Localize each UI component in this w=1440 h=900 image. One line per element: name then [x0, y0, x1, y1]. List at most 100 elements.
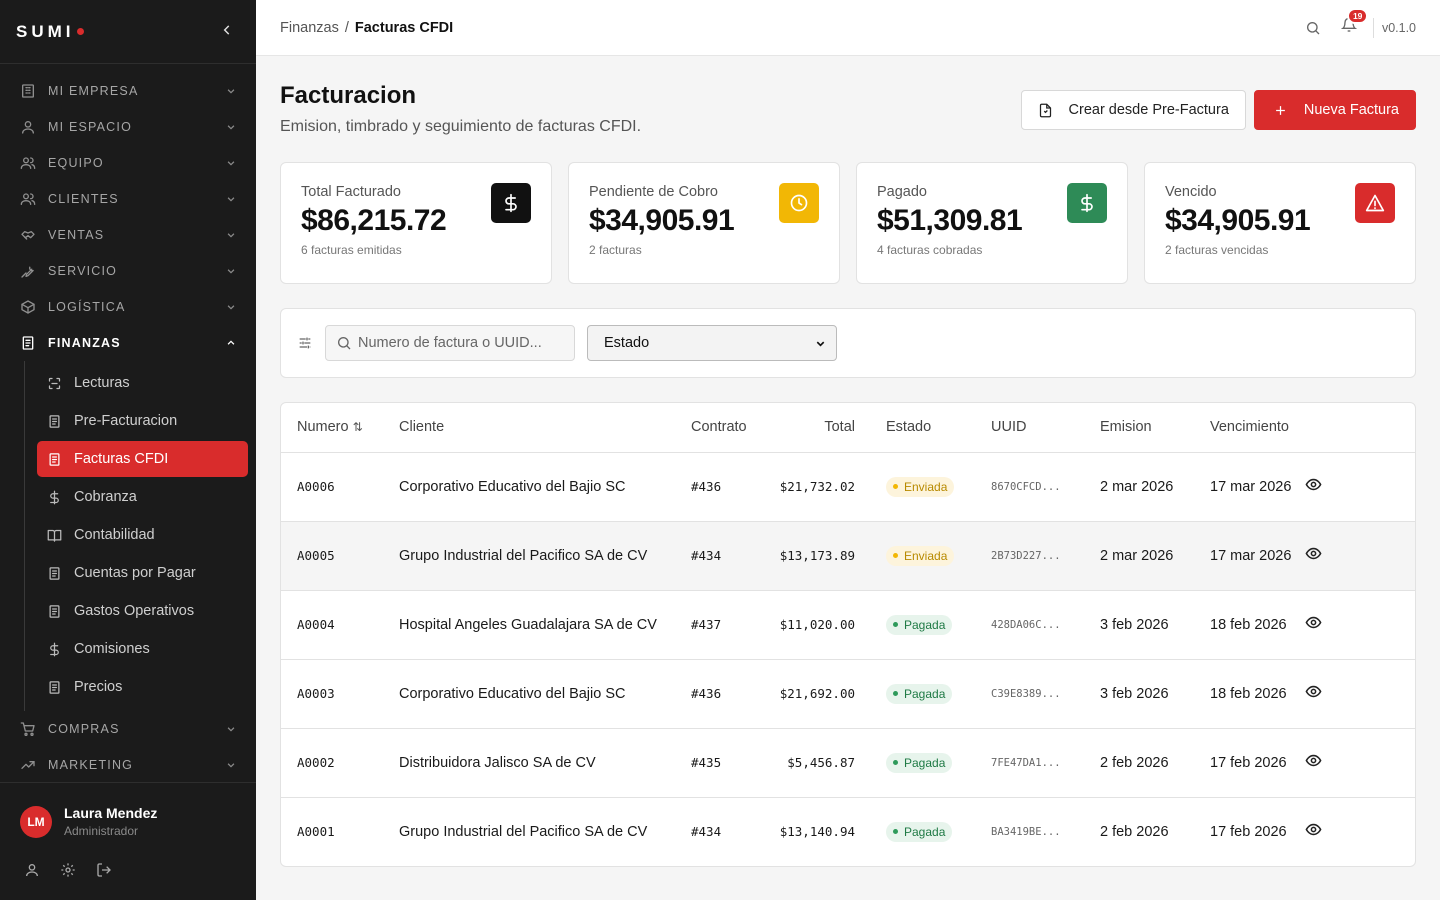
- cell-actions: [1305, 797, 1415, 866]
- user-info[interactable]: LM Laura Mendez Administrador: [20, 805, 236, 838]
- eye-icon[interactable]: [1305, 683, 1322, 700]
- stat-value: $34,905.91: [1165, 204, 1311, 237]
- user-name: Laura Mendez: [64, 805, 158, 821]
- sidebar-section-clientes[interactable]: CLIENTES: [0, 181, 256, 217]
- cell-estado: Pagada: [855, 797, 960, 866]
- sidebar-section-label: COMPRAS: [48, 722, 120, 736]
- profile-icon[interactable]: [24, 862, 40, 878]
- sort-icon[interactable]: ⇅: [352, 420, 363, 435]
- cell-uuid: 8670CFCD...: [960, 452, 1069, 522]
- sidebar-section-mi-empresa[interactable]: MI EMPRESA: [0, 73, 256, 109]
- sidebar-item-cuentas-por-pagar[interactable]: Cuentas por Pagar: [37, 555, 248, 591]
- stat-label: Pendiente de Cobro: [589, 184, 718, 200]
- table-row[interactable]: A0006 Corporativo Educativo del Bajio SC #…: [281, 452, 1415, 522]
- table-row[interactable]: A0002 Distribuidora Jalisco SA de CV #435 $…: [281, 728, 1415, 798]
- sidebar-section-mi-espacio[interactable]: MI ESPACIO: [0, 109, 256, 145]
- table-row[interactable]: A0001 Grupo Industrial del Pacifico SA de…: [281, 797, 1415, 866]
- collapse-sidebar-icon[interactable]: [220, 23, 234, 41]
- breadcrumb-separator: /: [344, 19, 349, 36]
- sidebar-item-label: Cobranza: [74, 489, 137, 505]
- cell-contrato: #435: [675, 728, 759, 798]
- sidebar-item-label: Precios: [74, 679, 123, 695]
- cell-contrato: #434: [691, 824, 722, 840]
- new-invoice-button[interactable]: Nueva Factura: [1253, 90, 1416, 130]
- logout-icon[interactable]: [96, 862, 112, 878]
- create-from-prefactura-button[interactable]: Crear desde Pre-Factura: [1020, 90, 1246, 130]
- warning-icon: [1365, 194, 1385, 212]
- eye-icon[interactable]: [1305, 545, 1322, 562]
- search-input[interactable]: [358, 335, 558, 351]
- stats-cards: Total Facturado $86,215.72 6 facturas emit…: [280, 162, 1416, 284]
- filter-sliders-icon[interactable]: [297, 335, 313, 351]
- search-icon[interactable]: [1305, 20, 1321, 36]
- logo[interactable]: SUMI: [16, 22, 84, 42]
- sidebar-item-cobranza[interactable]: Cobranza: [37, 479, 248, 515]
- cell-total: $21,732.02: [759, 452, 855, 522]
- table-row[interactable]: A0005 Grupo Industrial del Pacifico SA de…: [281, 521, 1415, 591]
- dollar-icon: [505, 193, 517, 213]
- cell-emision: 3 feb 2026: [1069, 590, 1179, 660]
- sidebar-item-lecturas[interactable]: Lecturas: [37, 365, 248, 401]
- stat-label: Total Facturado: [301, 184, 401, 200]
- stat-card-pendiente-de-cobro: Pendiente de Cobro $34,905.91 2 facturas: [568, 162, 840, 284]
- cell-vencimiento: 18 feb 2026: [1179, 659, 1305, 729]
- eye-icon[interactable]: [1305, 821, 1322, 838]
- cell-total: $13,173.89: [759, 521, 855, 591]
- sidebar-item-pre-facturacion[interactable]: Pre-Facturacion: [37, 403, 248, 439]
- receipt-icon: [49, 680, 60, 694]
- eye-icon[interactable]: [1305, 752, 1322, 769]
- sidebar-section-equipo[interactable]: EQUIPO: [0, 145, 256, 181]
- breadcrumb-parent[interactable]: Finanzas: [280, 19, 339, 36]
- sidebar-section-label: MARKETING: [48, 758, 134, 772]
- chevron-down-icon: [227, 727, 235, 732]
- sidebar-section-ventas[interactable]: VENTAS: [0, 217, 256, 253]
- table-row[interactable]: A0003 Corporativo Educativo del Bajio SC #…: [281, 659, 1415, 729]
- building-icon: [22, 84, 34, 98]
- sidebar-section-label: EQUIPO: [48, 156, 104, 170]
- cell-vencimiento: 17 mar 2026: [1179, 521, 1305, 591]
- sidebar-section-finanzas[interactable]: FINANZAS: [0, 325, 256, 361]
- sidebar-section-log-stica[interactable]: LOGÍSTICA: [0, 289, 256, 325]
- dollar-icon: [50, 642, 59, 656]
- notifications-button[interactable]: 19: [1340, 8, 1369, 38]
- sidebar-section-servicio[interactable]: SERVICIO: [0, 253, 256, 289]
- col-total: Total: [759, 403, 855, 453]
- status-badge: Enviada: [886, 545, 955, 566]
- search-icon: [338, 337, 351, 350]
- cell-cliente: Grupo Industrial del Pacifico SA de CV: [399, 823, 648, 840]
- col-numero[interactable]: Numero ⇅: [281, 403, 383, 453]
- chevron-down-icon: [227, 197, 235, 202]
- sidebar-item-facturas-cfdi[interactable]: Facturas CFDI: [37, 441, 248, 477]
- sidebar-item-precios[interactable]: Precios: [37, 669, 248, 705]
- cell-cliente: Distribuidora Jalisco SA de CV: [383, 728, 675, 798]
- receipt-icon: [49, 604, 60, 618]
- status-dot: [893, 829, 898, 835]
- cell-estado: Pagada: [855, 590, 960, 660]
- eye-icon[interactable]: [1305, 476, 1322, 493]
- col-numero-label: Numero: [297, 419, 349, 436]
- stat-card-vencido: Vencido $34,905.91 2 facturas vencidas: [1144, 162, 1416, 284]
- chevron-down-icon: [227, 233, 235, 238]
- sidebar-item-contabilidad[interactable]: Contabilidad: [37, 517, 248, 553]
- status-badge: Pagada: [886, 752, 953, 773]
- col-contrato: Contrato: [675, 403, 759, 453]
- sidebar-item-comisiones[interactable]: Comisiones: [37, 631, 248, 667]
- eye-icon[interactable]: [1305, 614, 1322, 631]
- topbar: Finanzas / Facturas CFDI 19 v0.1.0: [256, 0, 1440, 56]
- gear-icon[interactable]: [60, 862, 76, 878]
- table-row[interactable]: A0004 Hospital Angeles Guadalajara SA de …: [281, 590, 1415, 660]
- sidebar-item-gastos-operativos[interactable]: Gastos Operativos: [37, 593, 248, 629]
- stat-card-total-facturado: Total Facturado $86,215.72 6 facturas emit…: [280, 162, 552, 284]
- cell-cliente: Grupo Industrial del Pacifico SA de CV: [383, 521, 675, 591]
- user-role: Administrador: [64, 824, 139, 838]
- invoices-table: Numero ⇅ Cliente Contrato Total Estado U…: [280, 402, 1416, 867]
- cell-actions: [1305, 590, 1415, 660]
- chevron-down-icon: [816, 341, 825, 346]
- cell-estado: Enviada: [855, 452, 960, 522]
- sidebar-section-compras[interactable]: COMPRAS: [0, 711, 256, 747]
- wrench-icon: [21, 266, 34, 278]
- status-select[interactable]: Estado: [587, 325, 837, 361]
- cell-estado: Pagada: [855, 659, 960, 729]
- sidebar-section-marketing[interactable]: MARKETING: [0, 747, 256, 783]
- trend-icon: [21, 761, 35, 769]
